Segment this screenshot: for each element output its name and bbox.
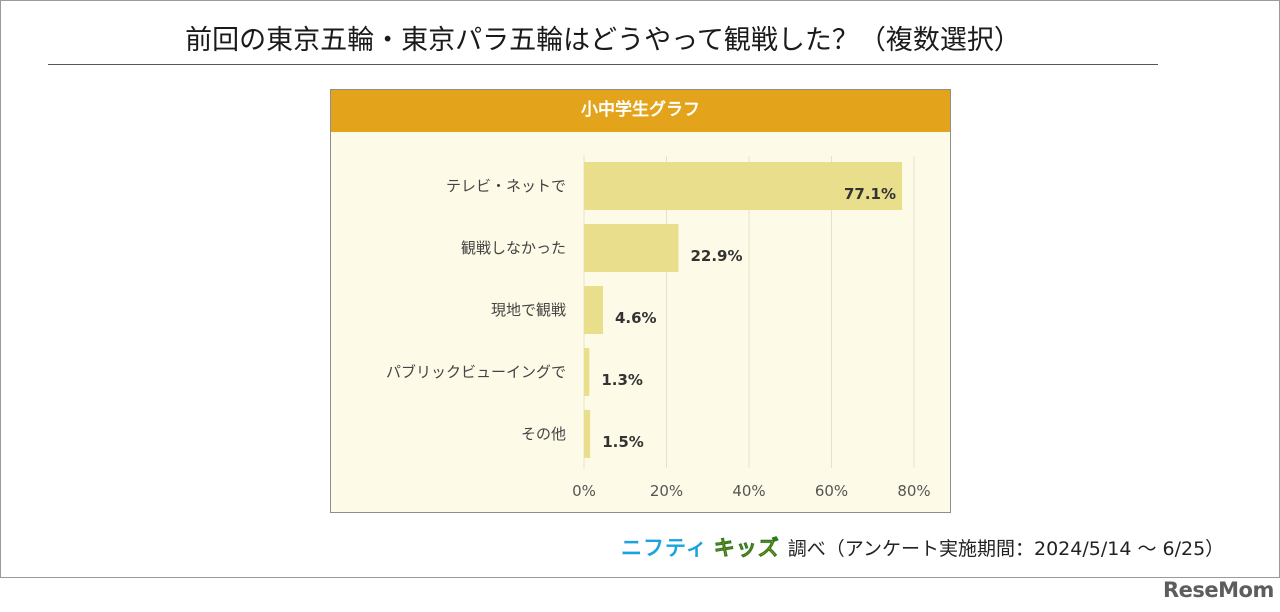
source-credit: ニフティ キッズ 調べ（アンケート実施期間：2024/5/14 ～ 6/25）: [621, 532, 1224, 562]
x-tick-label: 0%: [572, 482, 596, 500]
x-tick-label: 40%: [732, 482, 765, 500]
bar: [584, 162, 903, 210]
category-label: 現地で観戦: [491, 301, 566, 319]
title-divider: [48, 64, 1158, 65]
bar-chart: テレビ・ネットで 77.1% 観戦しなかった 22.9% 現地で観戦 4.6% パブリックビ…: [386, 156, 931, 500]
value-label: 22.9%: [690, 247, 742, 265]
bar: [584, 348, 590, 396]
source-text: 調べ（アンケート実施期間：2024/5/14 ～ 6/25）: [787, 538, 1225, 560]
value-label: 4.6%: [615, 309, 657, 327]
category-label: 観戦しなかった: [461, 239, 566, 257]
x-tick-label: 20%: [650, 482, 683, 500]
bar: [584, 410, 591, 458]
bar: [584, 286, 603, 334]
value-label: 1.3%: [601, 371, 643, 389]
page-title: 前回の東京五輪・東京パラ五輪はどうやって観戦した？（複数選択）: [185, 25, 1021, 56]
x-tick-label: 60%: [815, 482, 848, 500]
category-label: テレビ・ネットで: [446, 177, 566, 195]
chart-title: 小中学生グラフ: [331, 90, 950, 132]
category-label: その他: [521, 425, 566, 443]
value-label: 1.5%: [602, 433, 644, 451]
brand-kids-logo: キッズ: [713, 536, 780, 561]
resemom-logo: ReseMom: [1163, 578, 1274, 602]
chart-panel: 小中学生グラフ テレビ・ネットで 77.1% 観戦しなかった 22.9% 現地で観戦 4.…: [330, 89, 951, 513]
brand-nifty-logo: ニフティ: [621, 536, 708, 560]
x-tick-label: 80%: [897, 482, 930, 500]
value-label: 77.1%: [844, 185, 896, 203]
bar: [584, 224, 679, 272]
category-label: パブリックビューイングで: [386, 363, 566, 381]
